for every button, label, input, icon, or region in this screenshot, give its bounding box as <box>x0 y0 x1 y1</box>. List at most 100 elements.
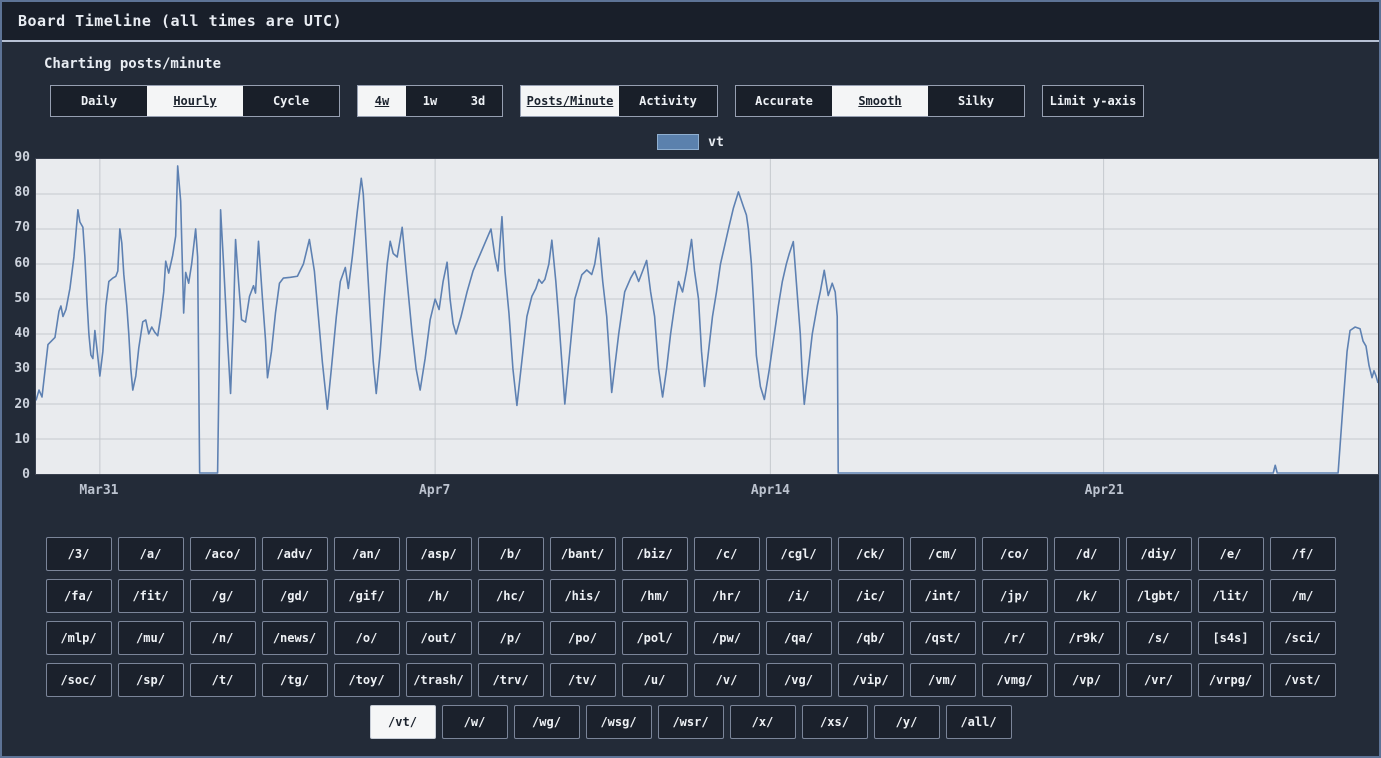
board-button-v[interactable]: /v/ <box>694 663 760 697</box>
board-button-gd[interactable]: /gd/ <box>262 579 328 613</box>
board-button-trash[interactable]: /trash/ <box>406 663 472 697</box>
board-button-r9k[interactable]: /r9k/ <box>1054 621 1120 655</box>
board-button-u[interactable]: /u/ <box>622 663 688 697</box>
toolbar-button-accurate[interactable]: Accurate <box>736 86 832 116</box>
board-button-diy[interactable]: /diy/ <box>1126 537 1192 571</box>
board-button-cm[interactable]: /cm/ <box>910 537 976 571</box>
board-button-wg[interactable]: /wg/ <box>514 705 580 739</box>
board-button-ic[interactable]: /ic/ <box>838 579 904 613</box>
board-button-m[interactable]: /m/ <box>1270 579 1336 613</box>
toolbar-button-3d[interactable]: 3d <box>454 86 502 116</box>
board-button-qa[interactable]: /qa/ <box>766 621 832 655</box>
board-button-out[interactable]: /out/ <box>406 621 472 655</box>
toolbar-button-smooth[interactable]: Smooth <box>832 86 928 116</box>
toolbar-button-hourly[interactable]: Hourly <box>147 86 243 116</box>
board-button-vmg[interactable]: /vmg/ <box>982 663 1048 697</box>
board-button-qb[interactable]: /qb/ <box>838 621 904 655</box>
board-button-mu[interactable]: /mu/ <box>118 621 184 655</box>
board-button-e[interactable]: /e/ <box>1198 537 1264 571</box>
toolbar: DailyHourlyCycle 4w1w3d Posts/MinuteActivi… <box>50 85 1379 117</box>
board-button-i[interactable]: /i/ <box>766 579 832 613</box>
board-button-qst[interactable]: /qst/ <box>910 621 976 655</box>
board-button-s[interactable]: /s/ <box>1126 621 1192 655</box>
board-button-int[interactable]: /int/ <box>910 579 976 613</box>
legend-label-vt[interactable]: vt <box>708 135 724 150</box>
board-button-soc[interactable]: /soc/ <box>46 663 112 697</box>
board-button-y[interactable]: /y/ <box>874 705 940 739</box>
y-tick-80: 80 <box>14 185 30 201</box>
board-button-wsr[interactable]: /wsr/ <box>658 705 724 739</box>
board-button-cgl[interactable]: /cgl/ <box>766 537 832 571</box>
board-button-g[interactable]: /g/ <box>190 579 256 613</box>
x-tick-apr21: Apr21 <box>1085 483 1124 498</box>
board-button-d[interactable]: /d/ <box>1054 537 1120 571</box>
board-button-vr[interactable]: /vr/ <box>1126 663 1192 697</box>
board-button-wsg[interactable]: /wsg/ <box>586 705 652 739</box>
board-button-vt[interactable]: /vt/ <box>370 705 436 739</box>
toolbar-button-activity[interactable]: Activity <box>619 86 717 116</box>
board-button-b[interactable]: /b/ <box>478 537 544 571</box>
board-button-n[interactable]: /n/ <box>190 621 256 655</box>
board-button-pol[interactable]: /pol/ <box>622 621 688 655</box>
board-button-an[interactable]: /an/ <box>334 537 400 571</box>
toolbar-button-1w[interactable]: 1w <box>406 86 454 116</box>
toolbar-button-limit-y-axis[interactable]: Limit y-axis <box>1043 86 1143 116</box>
board-button-hm[interactable]: /hm/ <box>622 579 688 613</box>
board-button-o[interactable]: /o/ <box>334 621 400 655</box>
board-button-vrpg[interactable]: /vrpg/ <box>1198 663 1264 697</box>
board-button-s4s[interactable]: [s4s] <box>1198 621 1264 655</box>
board-button-f[interactable]: /f/ <box>1270 537 1336 571</box>
board-button-aco[interactable]: /aco/ <box>190 537 256 571</box>
board-button-hr[interactable]: /hr/ <box>694 579 760 613</box>
board-button-fa[interactable]: /fa/ <box>46 579 112 613</box>
board-button-bant[interactable]: /bant/ <box>550 537 616 571</box>
toolbar-button-cycle[interactable]: Cycle <box>243 86 339 116</box>
board-button-biz[interactable]: /biz/ <box>622 537 688 571</box>
board-button-vm[interactable]: /vm/ <box>910 663 976 697</box>
board-button-w[interactable]: /w/ <box>442 705 508 739</box>
board-button-r[interactable]: /r/ <box>982 621 1048 655</box>
toolbar-button-4w[interactable]: 4w <box>358 86 406 116</box>
board-button-k[interactable]: /k/ <box>1054 579 1120 613</box>
board-button-his[interactable]: /his/ <box>550 579 616 613</box>
toolbar-button-silky[interactable]: Silky <box>928 86 1024 116</box>
board-button-lit[interactable]: /lit/ <box>1198 579 1264 613</box>
board-button-co[interactable]: /co/ <box>982 537 1048 571</box>
board-button-trv[interactable]: /trv/ <box>478 663 544 697</box>
board-button-sp[interactable]: /sp/ <box>118 663 184 697</box>
board-button-vip[interactable]: /vip/ <box>838 663 904 697</box>
board-button-fit[interactable]: /fit/ <box>118 579 184 613</box>
board-button-news[interactable]: /news/ <box>262 621 328 655</box>
board-button-c[interactable]: /c/ <box>694 537 760 571</box>
board-button-vst[interactable]: /vst/ <box>1270 663 1336 697</box>
board-button-x[interactable]: /x/ <box>730 705 796 739</box>
board-button-gif[interactable]: /gif/ <box>334 579 400 613</box>
board-button-pw[interactable]: /pw/ <box>694 621 760 655</box>
series-line-vt <box>36 166 1378 473</box>
board-button-toy[interactable]: /toy/ <box>334 663 400 697</box>
board-button-mlp[interactable]: /mlp/ <box>46 621 112 655</box>
board-button-t[interactable]: /t/ <box>190 663 256 697</box>
toolbar-button-daily[interactable]: Daily <box>51 86 147 116</box>
board-button-ck[interactable]: /ck/ <box>838 537 904 571</box>
board-button-lgbt[interactable]: /lgbt/ <box>1126 579 1192 613</box>
board-button-asp[interactable]: /asp/ <box>406 537 472 571</box>
board-button-all[interactable]: /all/ <box>946 705 1012 739</box>
button-group-options: Limit y-axis <box>1042 85 1144 117</box>
board-button-p[interactable]: /p/ <box>478 621 544 655</box>
board-button-hc[interactable]: /hc/ <box>478 579 544 613</box>
board-button-3[interactable]: /3/ <box>46 537 112 571</box>
board-button-adv[interactable]: /adv/ <box>262 537 328 571</box>
toolbar-button-posts-minute[interactable]: Posts/Minute <box>521 86 619 116</box>
board-button-sci[interactable]: /sci/ <box>1270 621 1336 655</box>
board-button-po[interactable]: /po/ <box>550 621 616 655</box>
legend-swatch-vt[interactable] <box>657 134 699 150</box>
board-button-vp[interactable]: /vp/ <box>1054 663 1120 697</box>
board-button-jp[interactable]: /jp/ <box>982 579 1048 613</box>
board-button-a[interactable]: /a/ <box>118 537 184 571</box>
board-button-tg[interactable]: /tg/ <box>262 663 328 697</box>
board-button-vg[interactable]: /vg/ <box>766 663 832 697</box>
board-button-tv[interactable]: /tv/ <box>550 663 616 697</box>
board-button-h[interactable]: /h/ <box>406 579 472 613</box>
board-button-xs[interactable]: /xs/ <box>802 705 868 739</box>
